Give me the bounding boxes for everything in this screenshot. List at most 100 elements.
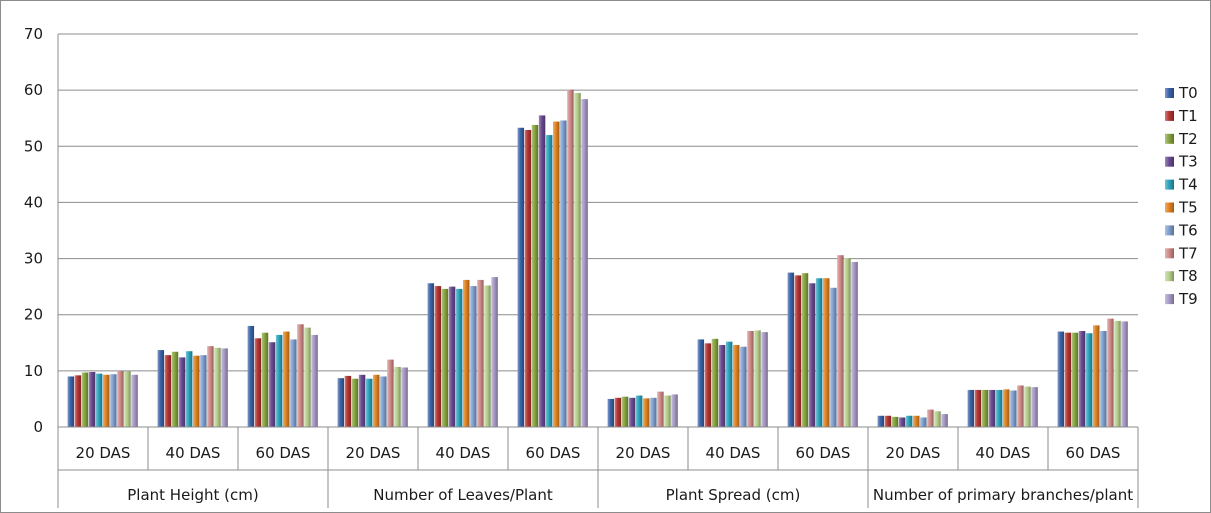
legend-label-t2: T2 <box>1178 130 1198 148</box>
bar-t6-plant-spread-cm-20-das <box>650 397 657 427</box>
bar-t8-number-of-leaves-plant-20-das <box>394 366 401 427</box>
legend-swatch-t8 <box>1165 271 1174 282</box>
legend-swatch-t1 <box>1165 110 1174 121</box>
bar-t3-number-of-leaves-plant-40-das <box>448 286 456 427</box>
x-tick-label: 20 DAS <box>886 444 941 462</box>
bar-t3-plant-height-cm-60-das <box>268 342 276 427</box>
bar-t5-plant-height-cm-20-das <box>103 374 110 427</box>
bar-t0-plant-spread-cm-40-das <box>697 339 705 427</box>
legend-swatch-t3 <box>1165 156 1174 167</box>
bar-t2-plant-height-cm-20-das <box>81 372 89 427</box>
legend-label-t9: T9 <box>1178 290 1198 308</box>
bar-t5-number-of-leaves-plant-60-das <box>553 121 560 427</box>
bar-t9-plant-spread-cm-40-das <box>761 332 768 427</box>
bar-t3-number-of-leaves-plant-60-das <box>538 115 546 427</box>
bar-t4-plant-spread-cm-20-das <box>635 395 643 427</box>
bar-t2-plant-spread-cm-20-das <box>621 396 629 427</box>
bar-t1-number-of-primary-branches-plant-40-das <box>974 389 982 427</box>
group-label: Plant Height (cm) <box>127 486 258 504</box>
bar-t7-plant-spread-cm-20-das <box>657 391 664 427</box>
bar-t0-number-of-primary-branches-plant-40-das <box>967 389 975 427</box>
bar-t2-plant-spread-cm-60-das <box>801 273 809 427</box>
bar-t4-number-of-leaves-plant-20-das <box>365 378 373 427</box>
x-tick-label: 20 DAS <box>616 444 671 462</box>
bar-t6-plant-height-cm-60-das <box>290 339 297 427</box>
y-tick-label: 10 <box>24 362 43 380</box>
bar-t1-plant-spread-cm-20-das <box>614 397 622 427</box>
bar-t5-plant-spread-cm-40-das <box>733 345 740 427</box>
bar-t7-plant-spread-cm-40-das <box>747 331 754 427</box>
bar-t2-plant-height-cm-60-das <box>261 332 269 427</box>
bar-t8-plant-height-cm-60-das <box>304 327 311 427</box>
y-tick-label: 40 <box>24 193 43 211</box>
bar-t5-number-of-leaves-plant-40-das <box>463 279 470 427</box>
bar-t0-plant-spread-cm-20-das <box>607 398 615 427</box>
bar-t8-plant-height-cm-40-das <box>214 347 221 427</box>
x-tick-label: 60 DAS <box>256 444 311 462</box>
bar-t8-number-of-primary-branches-plant-40-das <box>1024 386 1031 427</box>
bar-t9-plant-height-cm-20-das <box>131 374 138 427</box>
bar-t6-plant-spread-cm-40-das <box>740 346 747 427</box>
bar-t5-plant-spread-cm-60-das <box>823 278 830 427</box>
bar-t7-number-of-primary-branches-plant-60-das <box>1107 318 1114 427</box>
bar-t9-plant-height-cm-60-das <box>311 334 318 427</box>
bar-t9-plant-spread-cm-20-das <box>671 394 678 427</box>
legend-label-t7: T7 <box>1178 244 1198 262</box>
y-tick-label: 0 <box>33 418 43 436</box>
bar-t1-plant-height-cm-60-das <box>254 338 262 427</box>
legend-swatch-t7 <box>1165 248 1174 259</box>
x-tick-label: 60 DAS <box>526 444 581 462</box>
bar-t3-number-of-primary-branches-plant-20-das <box>898 417 906 427</box>
y-tick-label: 70 <box>24 25 43 43</box>
bar-t7-number-of-leaves-plant-40-das <box>477 279 484 427</box>
gridlines <box>58 33 1138 372</box>
bar-t1-plant-height-cm-40-das <box>164 355 172 427</box>
bar-t8-plant-height-cm-20-das <box>124 371 131 427</box>
bar-t5-plant-height-cm-40-das <box>193 355 200 427</box>
bar-t6-number-of-leaves-plant-60-das <box>560 120 567 428</box>
bar-t2-number-of-primary-branches-plant-20-das <box>891 416 899 427</box>
y-tick-label: 50 <box>24 137 43 155</box>
y-tick-label: 30 <box>24 250 43 268</box>
bar-t6-number-of-primary-branches-plant-20-das <box>920 417 927 427</box>
bar-t5-plant-spread-cm-20-das <box>643 398 650 427</box>
bar-t2-number-of-primary-branches-plant-40-das <box>981 389 989 427</box>
group-label: Number of primary branches/plant <box>873 486 1133 504</box>
bar-t0-number-of-leaves-plant-40-das <box>427 283 435 427</box>
x-tick-label: 60 DAS <box>796 444 851 462</box>
bar-t8-number-of-primary-branches-plant-60-das <box>1114 320 1121 427</box>
bar-t1-plant-spread-cm-60-das <box>794 275 802 427</box>
x-tick-label: 40 DAS <box>706 444 761 462</box>
bar-t0-number-of-primary-branches-plant-20-das <box>877 415 885 427</box>
bar-t1-number-of-leaves-plant-60-das <box>524 130 532 427</box>
bar-t9-number-of-primary-branches-plant-20-das <box>941 414 948 427</box>
bar-t3-number-of-primary-branches-plant-40-das <box>988 389 996 427</box>
x-tick-label: 20 DAS <box>76 444 131 462</box>
bar-t7-number-of-primary-branches-plant-40-das <box>1017 385 1024 427</box>
bar-t3-number-of-primary-branches-plant-60-das <box>1078 331 1086 427</box>
bar-t8-plant-spread-cm-20-das <box>664 395 671 427</box>
bar-t7-number-of-leaves-plant-20-das <box>387 359 394 427</box>
bar-t1-plant-height-cm-20-das <box>74 375 82 427</box>
bar-t3-number-of-leaves-plant-20-das <box>358 374 366 427</box>
bar-t0-number-of-primary-branches-plant-60-das <box>1057 331 1065 427</box>
legend-label-t6: T6 <box>1178 221 1198 239</box>
group-label: Number of Leaves/Plant <box>373 486 553 504</box>
bar-t2-number-of-leaves-plant-20-das <box>351 378 359 427</box>
bar-t4-plant-height-cm-60-das <box>275 334 283 427</box>
bar-t1-number-of-primary-branches-plant-60-das <box>1064 332 1072 427</box>
legend-swatch-t2 <box>1165 133 1174 144</box>
bar-t4-plant-height-cm-40-das <box>185 351 193 427</box>
legend-swatch-t4 <box>1165 179 1174 190</box>
group-label: Plant Spread (cm) <box>666 486 801 504</box>
bar-t4-number-of-primary-branches-plant-40-das <box>995 389 1003 427</box>
bar-t7-number-of-primary-branches-plant-20-das <box>927 409 934 427</box>
legend-label-t3: T3 <box>1178 153 1198 171</box>
y-tick-label: 60 <box>24 81 43 99</box>
bar-t2-number-of-leaves-plant-40-das <box>441 288 449 427</box>
x-tick-label: 40 DAS <box>976 444 1031 462</box>
x-tick-label: 20 DAS <box>346 444 401 462</box>
bar-t5-number-of-primary-branches-plant-20-das <box>913 415 920 427</box>
bar-t4-number-of-leaves-plant-60-das <box>545 135 553 427</box>
